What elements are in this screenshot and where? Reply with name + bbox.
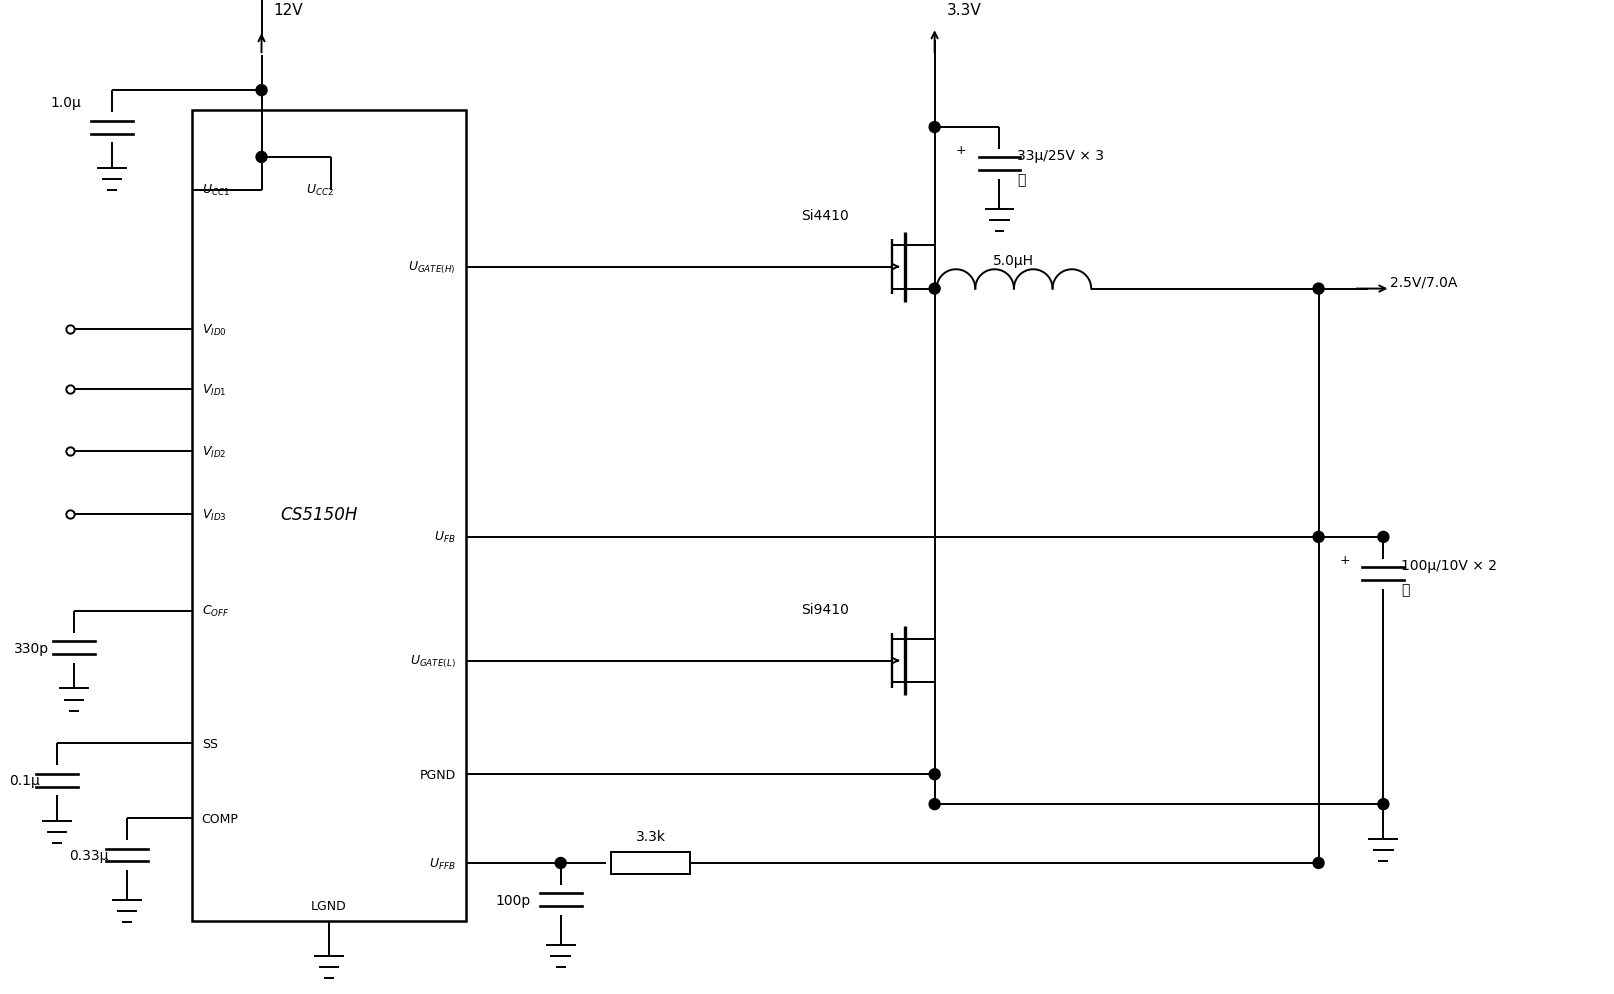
Text: 3.3k: 3.3k: [636, 829, 665, 843]
Text: 遄: 遄: [1017, 173, 1027, 187]
Text: 遄: 遄: [1401, 582, 1409, 596]
Bar: [192, 111, 466, 920]
Circle shape: [1378, 799, 1390, 810]
Text: $V_{ID3}$: $V_{ID3}$: [202, 507, 226, 522]
Text: 330p: 330p: [15, 641, 50, 655]
Circle shape: [1378, 532, 1390, 543]
Text: SS: SS: [202, 738, 218, 750]
Text: $U_{CC1}$: $U_{CC1}$: [202, 183, 229, 198]
Circle shape: [930, 122, 939, 133]
Text: 33μ/25V × 3: 33μ/25V × 3: [1017, 149, 1104, 163]
Text: $U_{CC2}$: $U_{CC2}$: [307, 183, 334, 198]
Circle shape: [930, 799, 939, 810]
Text: +: +: [955, 144, 965, 157]
Text: 12V: 12V: [273, 3, 303, 18]
Circle shape: [930, 769, 939, 780]
Text: 100μ/10V × 2: 100μ/10V × 2: [1401, 559, 1498, 573]
Text: $U_{FFB}$: $U_{FFB}$: [429, 856, 457, 871]
Text: $U_{FB}$: $U_{FB}$: [434, 530, 457, 545]
Text: LGND: LGND: [312, 900, 347, 912]
Text: CS5150H: CS5150H: [281, 505, 358, 524]
Text: 0.33μ: 0.33μ: [69, 848, 108, 862]
Text: $U_{GATE(H)}$: $U_{GATE(H)}$: [408, 259, 457, 275]
Text: 1.0μ: 1.0μ: [50, 96, 81, 110]
Text: Si9410: Si9410: [801, 602, 849, 616]
Text: 3.3V: 3.3V: [946, 3, 981, 18]
Text: $V_{ID0}$: $V_{ID0}$: [202, 323, 226, 338]
Text: Si4410: Si4410: [801, 209, 849, 223]
Circle shape: [1314, 284, 1323, 295]
Text: $U_{GATE(L)}$: $U_{GATE(L)}$: [410, 653, 457, 669]
Text: 100p: 100p: [495, 893, 531, 907]
Text: 5.0μH: 5.0μH: [994, 253, 1035, 267]
Text: 0.1μ: 0.1μ: [10, 773, 40, 787]
Text: COMP: COMP: [202, 812, 239, 825]
Text: 2.5V/7.0A: 2.5V/7.0A: [1390, 275, 1457, 289]
Circle shape: [555, 858, 567, 869]
Text: $V_{ID1}$: $V_{ID1}$: [202, 383, 226, 398]
Text: $C_{OFF}$: $C_{OFF}$: [202, 603, 229, 618]
Circle shape: [257, 152, 266, 163]
Circle shape: [1314, 858, 1323, 869]
Text: +: +: [1340, 554, 1349, 567]
Circle shape: [1314, 532, 1323, 543]
Circle shape: [930, 284, 939, 295]
Text: $V_{ID2}$: $V_{ID2}$: [202, 444, 226, 459]
Text: PGND: PGND: [420, 768, 457, 781]
Bar: [610, 852, 691, 874]
Circle shape: [257, 85, 266, 96]
